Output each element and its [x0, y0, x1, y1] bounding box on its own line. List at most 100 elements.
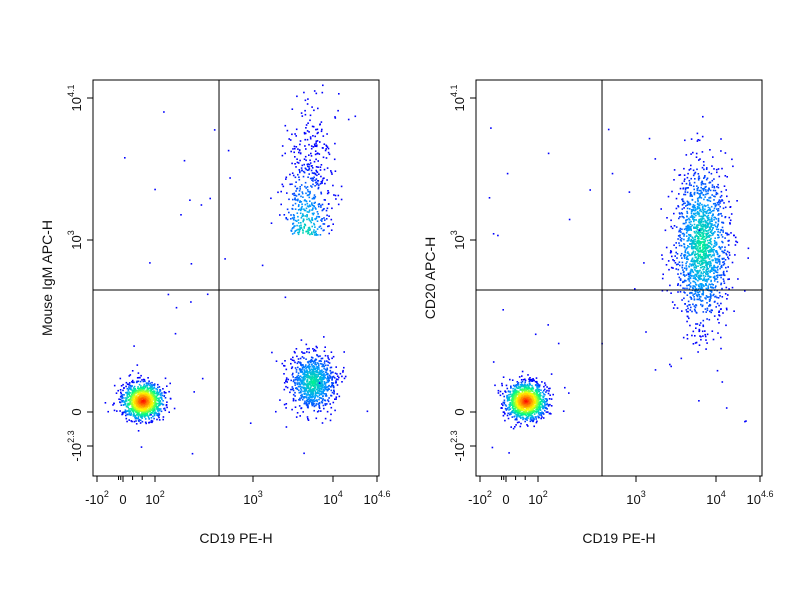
event-dot — [306, 390, 309, 393]
event-dot — [148, 409, 150, 412]
event-dot — [714, 202, 716, 205]
event-dot — [681, 232, 684, 235]
event-dot — [545, 391, 547, 393]
event-dot — [292, 356, 294, 359]
event-dot — [700, 271, 703, 273]
event-dot — [126, 398, 128, 400]
event-dot — [135, 411, 138, 413]
event-dot — [163, 391, 166, 393]
event-dot — [152, 410, 155, 412]
plot-frame — [475, 79, 763, 477]
event-dot — [169, 397, 172, 400]
event-dot — [292, 372, 294, 375]
event-dot — [679, 278, 682, 280]
event-dot — [695, 290, 697, 292]
event-dot — [320, 130, 323, 133]
event-dot — [511, 393, 514, 396]
event-dot — [723, 202, 725, 204]
event-dot — [693, 305, 696, 307]
event-dot — [135, 396, 137, 399]
event-dot — [690, 226, 692, 228]
event-dot — [518, 405, 520, 408]
event-dot — [524, 390, 526, 393]
event-dot — [685, 221, 687, 224]
event-dot — [687, 251, 689, 253]
event-dot — [123, 401, 125, 403]
event-dot — [156, 414, 158, 416]
event-dot — [689, 192, 692, 195]
event-dot — [694, 286, 697, 288]
event-dot — [334, 409, 336, 412]
event-dot — [141, 393, 143, 395]
event-dot — [317, 363, 320, 365]
event-dot — [704, 308, 707, 310]
event-dot — [124, 412, 127, 414]
event-dot — [726, 308, 728, 311]
event-dot — [224, 258, 226, 260]
event-dot — [315, 92, 318, 95]
event-dot — [675, 197, 678, 200]
event-dot — [701, 206, 704, 209]
event-dot — [310, 395, 313, 398]
event-dot — [547, 411, 549, 413]
event-dot — [309, 394, 312, 397]
event-dot — [518, 393, 521, 395]
event-dot — [719, 254, 721, 257]
event-dot — [313, 234, 316, 236]
event-dot — [290, 218, 292, 220]
event-dot — [702, 214, 705, 216]
event-dot — [699, 277, 701, 279]
event-dot — [681, 204, 684, 206]
event-dot — [541, 399, 543, 402]
event-dot — [151, 397, 153, 400]
event-dot — [301, 191, 304, 193]
event-dot — [535, 384, 537, 387]
event-dot — [156, 418, 158, 421]
event-dot — [511, 407, 514, 409]
event-dot — [145, 389, 148, 392]
event-dot — [534, 400, 536, 403]
event-dot — [153, 414, 156, 417]
event-dot — [680, 212, 683, 214]
event-dot — [538, 384, 541, 386]
event-dot — [537, 415, 539, 418]
event-dot — [706, 309, 709, 312]
event-dot — [312, 172, 315, 175]
event-dot — [691, 258, 693, 261]
event-dot — [518, 400, 520, 402]
event-dot — [316, 391, 319, 393]
event-dot — [522, 393, 525, 396]
event-dot — [304, 132, 307, 135]
event-dot — [312, 403, 315, 406]
event-dot — [313, 402, 315, 405]
event-dot — [325, 148, 327, 150]
event-dot — [130, 385, 132, 388]
event-dot — [526, 400, 529, 403]
event-dot — [320, 164, 323, 166]
event-dot — [293, 145, 296, 148]
event-dot — [132, 407, 135, 409]
event-dot — [712, 294, 714, 297]
event-dot — [132, 415, 135, 417]
event-dot — [519, 407, 522, 409]
event-dot — [305, 364, 307, 366]
event-dot — [707, 226, 709, 228]
event-dot — [158, 400, 161, 402]
event-dot — [147, 411, 149, 414]
event-dot — [301, 393, 303, 396]
event-dot — [143, 408, 145, 410]
event-dot — [298, 230, 301, 232]
event-dot — [544, 407, 547, 409]
event-dot — [520, 381, 523, 384]
event-dot — [315, 145, 318, 148]
event-dot — [529, 383, 531, 386]
event-dot — [695, 294, 698, 296]
event-dot — [139, 408, 142, 411]
event-dot — [136, 377, 139, 379]
event-dot — [321, 147, 324, 149]
event-dot — [510, 413, 512, 415]
event-dot — [283, 403, 286, 406]
event-dot — [521, 375, 523, 377]
event-dot — [157, 415, 160, 417]
event-dot — [543, 406, 546, 408]
